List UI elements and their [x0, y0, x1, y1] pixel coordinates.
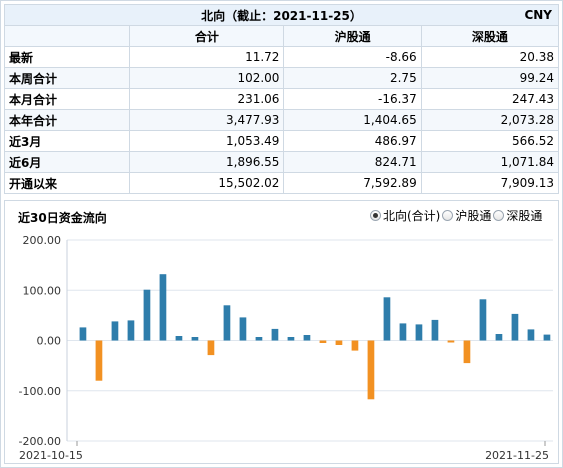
table-title-cell: 北向（截止：2021-11-25） CNY — [4, 4, 559, 26]
bar — [447, 340, 455, 343]
northbound-flow-table: 北向（截止：2021-11-25） CNY 合计 沪股通 深股通 最新 11.72… — [3, 4, 560, 194]
bar — [463, 340, 471, 364]
radio-label: 深股通 — [506, 209, 543, 223]
row-value: 824.71 — [283, 151, 422, 173]
row-value: 20.38 — [420, 46, 560, 68]
y-tick-label: -200.00 — [19, 435, 61, 448]
bar-chart: 200.00 100.00 0.00 -100.00 -200.002021-10-15… — [19, 234, 553, 462]
row-label: 开通以来 — [3, 172, 131, 194]
radio-northbound-total[interactable]: 北向(合计) — [370, 207, 440, 224]
row-value: 7,909.13 — [420, 172, 560, 194]
y-tick-label: 0.00 — [37, 335, 62, 348]
header-shanghai: 沪股通 — [283, 25, 422, 47]
row-value: 1,053.49 — [129, 130, 285, 152]
row-value: 2,073.28 — [420, 109, 560, 131]
bar — [159, 274, 167, 341]
radio-dot-icon[interactable] — [442, 210, 454, 221]
x-start-label: 2021-10-15 — [19, 449, 83, 462]
row-label: 本年合计 — [3, 109, 131, 131]
bar — [303, 335, 311, 341]
bar — [239, 317, 247, 341]
row-value: 1,071.84 — [420, 151, 560, 173]
row-value: -8.66 — [283, 46, 422, 68]
bar — [111, 321, 119, 341]
bar — [287, 337, 295, 341]
bar — [479, 299, 487, 341]
bar — [207, 340, 215, 356]
table-header-row: 合计 沪股通 深股通 — [3, 25, 560, 47]
header-empty — [3, 25, 131, 47]
y-tick-label: -100.00 — [19, 385, 61, 398]
row-value: 2.75 — [283, 67, 422, 89]
bar — [271, 328, 279, 341]
bar — [79, 327, 87, 341]
row-value: -16.37 — [283, 88, 422, 110]
row-value: 7,592.89 — [283, 172, 422, 194]
bar — [431, 319, 439, 341]
row-value: 566.52 — [420, 130, 560, 152]
row-value: 247.43 — [420, 88, 560, 110]
row-value: 3,477.93 — [129, 109, 285, 131]
header-total: 合计 — [129, 25, 285, 47]
row-value: 1,404.65 — [283, 109, 422, 131]
bar — [319, 340, 327, 343]
radio-dot-checked-icon[interactable] — [370, 210, 381, 221]
table-row: 本年合计 3,477.93 1,404.65 2,073.28 — [3, 109, 560, 131]
row-value: 231.06 — [129, 88, 285, 110]
bar — [351, 340, 359, 351]
x-end-label: 2021-11-25 — [485, 449, 549, 462]
chart-title: 近30日资金流向 — [18, 211, 107, 225]
table-row: 开通以来 15,502.02 7,592.89 7,909.13 — [3, 172, 560, 194]
bar — [95, 340, 103, 381]
radio-label: 沪股通 — [455, 209, 492, 223]
row-value: 486.97 — [283, 130, 422, 152]
header-shenzhen: 深股通 — [420, 25, 560, 47]
bar — [415, 324, 423, 341]
bar — [335, 340, 343, 345]
row-label: 本周合计 — [3, 67, 131, 89]
bar — [191, 337, 199, 341]
radio-shenzhen-connect[interactable]: 深股通 — [493, 207, 542, 224]
row-value: 99.24 — [420, 67, 560, 89]
row-value: 11.72 — [129, 46, 285, 68]
bar — [367, 340, 375, 400]
y-tick-label: 200.00 — [23, 234, 62, 247]
table-title: 北向（截止：2021-11-25） — [201, 8, 362, 23]
y-tick-label: 100.00 — [23, 284, 62, 297]
radio-dot-icon[interactable] — [493, 210, 505, 221]
bar — [255, 337, 263, 341]
bar — [143, 289, 151, 341]
row-label: 近6月 — [3, 151, 131, 173]
series-selector: 北向(合计) 沪股通 深股通 — [370, 207, 544, 224]
row-label: 最新 — [3, 46, 131, 68]
bar — [495, 334, 503, 341]
bar — [383, 297, 391, 341]
bar — [175, 336, 183, 341]
radio-label: 北向(合计) — [383, 209, 441, 223]
table-row: 本月合计 231.06 -16.37 247.43 — [3, 88, 560, 110]
table-title-row: 北向（截止：2021-11-25） CNY — [4, 4, 559, 26]
bar — [223, 305, 231, 341]
bar — [527, 329, 535, 341]
bar — [511, 313, 519, 341]
bar — [543, 334, 551, 341]
row-value: 1,896.55 — [129, 151, 285, 173]
row-value: 102.00 — [129, 67, 285, 89]
row-value: 15,502.02 — [129, 172, 285, 194]
chart-panel: 近30日资金流向 北向(合计) 沪股通 深股通 200.00 100.00 0.00… — [4, 200, 559, 464]
table-row: 近6月 1,896.55 824.71 1,071.84 — [3, 151, 560, 173]
currency-label: CNY — [524, 8, 552, 22]
radio-shanghai-connect[interactable]: 沪股通 — [442, 207, 491, 224]
table-row: 本周合计 102.00 2.75 99.24 — [3, 67, 560, 89]
table-row: 近3月 1,053.49 486.97 566.52 — [3, 130, 560, 152]
bar — [127, 320, 135, 341]
bar — [399, 323, 407, 341]
table-row: 最新 11.72 -8.66 20.38 — [3, 46, 560, 68]
row-label: 本月合计 — [3, 88, 131, 110]
row-label: 近3月 — [3, 130, 131, 152]
